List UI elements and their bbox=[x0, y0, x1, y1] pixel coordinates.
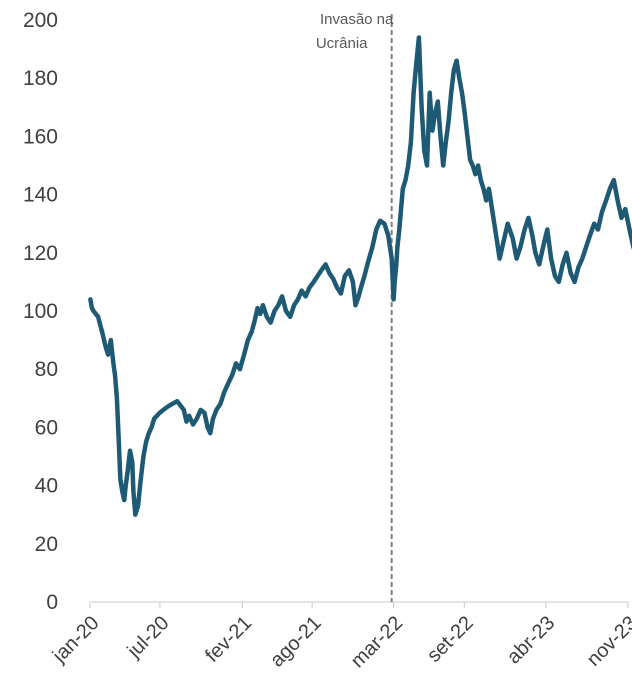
x-tick-label: jan-20 bbox=[48, 612, 104, 668]
x-tick-label: set-22 bbox=[423, 612, 478, 667]
y-tick-label: 200 bbox=[23, 9, 58, 32]
y-tick-label: 0 bbox=[46, 591, 58, 614]
y-tick-label: 60 bbox=[35, 416, 58, 439]
y-tick-label: 20 bbox=[35, 533, 58, 556]
y-tick-label: 180 bbox=[23, 67, 58, 90]
x-tick-label: jul-20 bbox=[123, 612, 174, 663]
y-axis-tick-labels: 0 20 40 60 80 100 120 140 160 180 200 bbox=[23, 9, 58, 614]
y-tick-label: 40 bbox=[35, 475, 58, 498]
y-tick-label: 140 bbox=[23, 184, 58, 207]
x-tick-label: nov-23 bbox=[583, 612, 632, 671]
y-tick-label: 80 bbox=[35, 358, 58, 381]
x-tick-label: ago-21 bbox=[266, 612, 326, 672]
annotation-label-line-1: Invasão na bbox=[320, 11, 394, 28]
annotation-label-line-2: Ucrânia bbox=[316, 35, 368, 52]
x-axis-tick-marks bbox=[89, 602, 629, 608]
series-line bbox=[88, 35, 632, 517]
x-tick-label: mar-22 bbox=[347, 612, 407, 672]
y-tick-label: 100 bbox=[23, 300, 58, 323]
y-tick-label: 120 bbox=[23, 242, 58, 265]
x-tick-label: fev-21 bbox=[201, 612, 256, 667]
x-tick-label: abr-23 bbox=[503, 612, 559, 668]
x-axis-tick-labels: jan-20 jul-20 fev-21 ago-21 mar-22 set-22 abr-… bbox=[48, 612, 632, 672]
y-tick-label: 160 bbox=[23, 125, 58, 148]
